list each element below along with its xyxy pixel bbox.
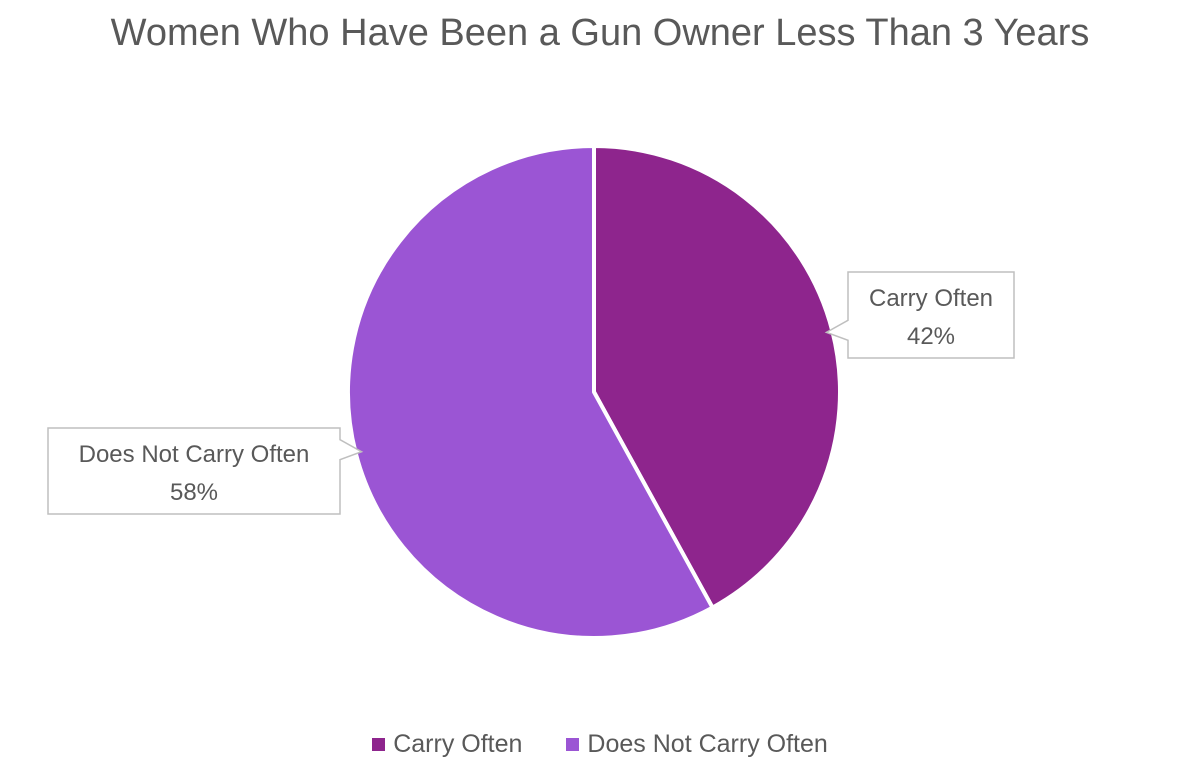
legend-swatch-does-not-carry-often (566, 738, 580, 751)
data-label-carry-often: Carry Often 42% (824, 271, 1015, 359)
data-label-callout-box (47, 427, 364, 515)
data-label-category: Carry Often (869, 285, 993, 312)
legend-label-carry-often: Carry Often (393, 730, 523, 758)
legend-label-does-not-carry-often: Does Not Carry Often (587, 730, 828, 758)
legend-item-does-not-carry-often: Does Not Carry Often (566, 730, 828, 759)
data-label-category: Does Not Carry Often (79, 441, 310, 468)
legend-item-carry-often: Carry Often (372, 730, 522, 759)
legend: Carry Often Does Not Carry Often (0, 730, 1200, 759)
data-label-callout-box (824, 271, 1015, 359)
data-label-value: 58% (170, 479, 218, 506)
chart-title: Women Who Have Been a Gun Owner Less Tha… (110, 12, 1090, 54)
data-label-does-not-carry-often: Does Not Carry Often 58% (47, 427, 364, 515)
data-label-value: 42% (907, 323, 955, 350)
legend-swatch-carry-often (372, 738, 386, 751)
